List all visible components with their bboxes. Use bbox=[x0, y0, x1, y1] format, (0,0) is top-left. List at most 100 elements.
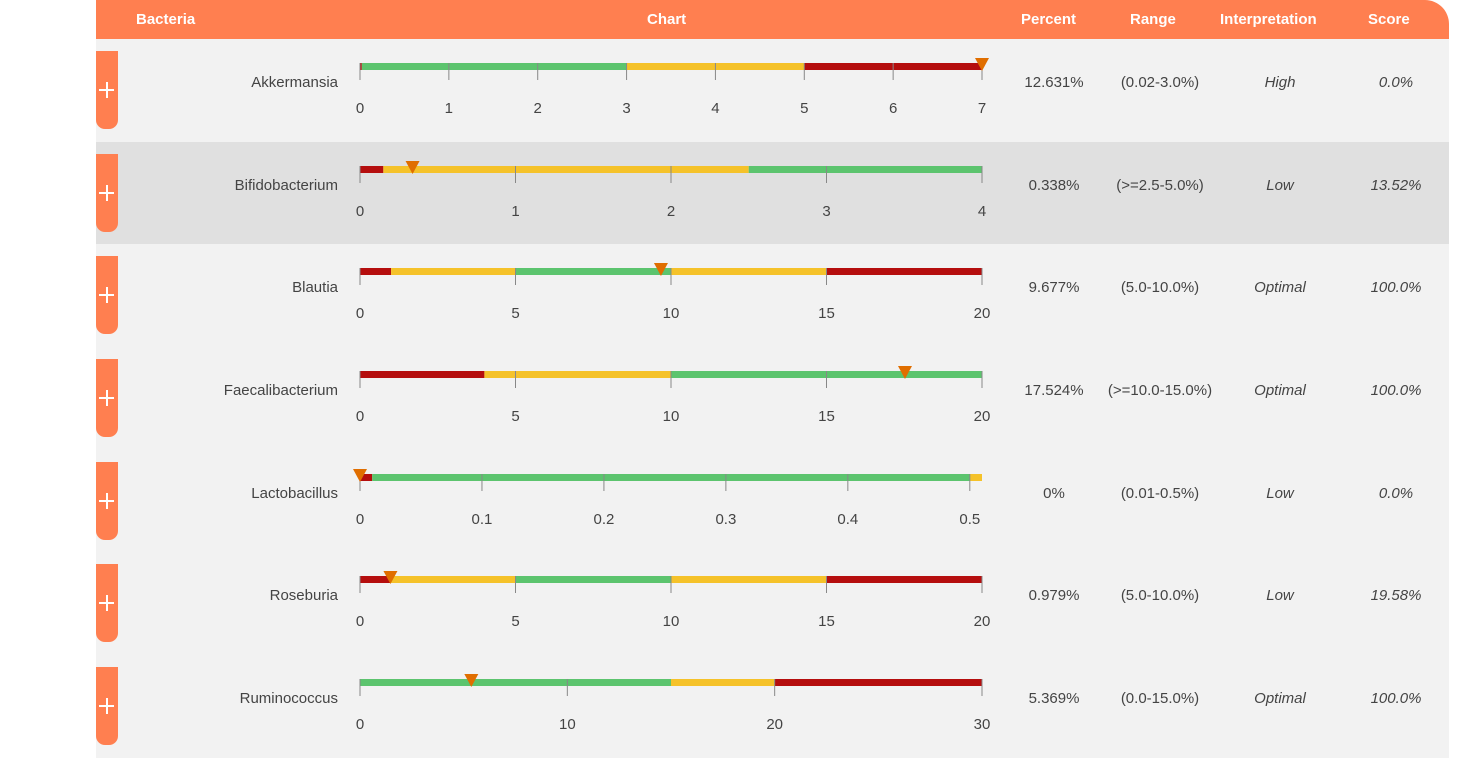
range-value: (5.0-10.0%) bbox=[1120, 279, 1200, 296]
range-value: (>=2.5-5.0%) bbox=[1116, 177, 1204, 194]
table-header: Bacteria Chart Percent Range Interpretat… bbox=[96, 0, 1449, 39]
range-segment-green bbox=[360, 679, 671, 686]
tick-label: 10 bbox=[559, 716, 576, 733]
tick-label: 0 bbox=[356, 100, 364, 117]
tick-label: 15 bbox=[818, 305, 835, 322]
expand-button[interactable] bbox=[96, 154, 118, 232]
table-row: Blautia 0 5 10 15 20 9.677% (5.0-10.0%) Opti… bbox=[96, 244, 1449, 347]
range-segment-green bbox=[372, 474, 970, 481]
tick-label: 20 bbox=[974, 408, 991, 425]
range-value: (0.02-3.0%) bbox=[1120, 74, 1200, 91]
interpretation-value: Optimal bbox=[1254, 382, 1306, 399]
score-value: 100.0% bbox=[1370, 690, 1422, 707]
tick-label: 0.5 bbox=[959, 511, 980, 528]
table-row: Akkermansia 0 1 2 3 4 5 6 7 12.631% (0.02-3.0%)… bbox=[96, 39, 1449, 142]
tick-label: 5 bbox=[511, 408, 519, 425]
tick-label: 0 bbox=[356, 203, 364, 220]
bacteria-name: Lactobacillus bbox=[251, 485, 338, 502]
expand-button[interactable] bbox=[96, 462, 118, 540]
header-chart: Chart bbox=[647, 11, 687, 28]
tick-label: 10 bbox=[663, 408, 680, 425]
tick-label: 0 bbox=[356, 511, 364, 528]
range-chart: 0 10 20 30 bbox=[356, 674, 991, 733]
table-row: Roseburia 0 5 10 15 20 0.979% (5.0-10.0%) Lo… bbox=[96, 552, 1449, 655]
expand-button[interactable] bbox=[96, 564, 118, 642]
header-bacteria: Bacteria bbox=[136, 11, 196, 28]
bacteria-name: Blautia bbox=[292, 279, 338, 296]
score-value: 19.58% bbox=[1370, 587, 1422, 604]
value-marker bbox=[405, 161, 420, 174]
tick-label: 2 bbox=[667, 203, 675, 220]
interpretation-value: Low bbox=[1266, 485, 1294, 502]
tick-label: 30 bbox=[974, 716, 991, 733]
score-value: 100.0% bbox=[1370, 279, 1422, 296]
tick-label: 7 bbox=[978, 100, 986, 117]
score-value: 0.0% bbox=[1378, 74, 1414, 91]
value-marker bbox=[383, 571, 398, 584]
range-segment-red bbox=[360, 63, 362, 70]
interpretation-value: Optimal bbox=[1254, 279, 1306, 296]
tick-label: 0.4 bbox=[837, 511, 858, 528]
range-segment-yellow bbox=[671, 576, 827, 583]
range-segment-yellow bbox=[391, 268, 516, 275]
tick-label: 4 bbox=[711, 100, 719, 117]
range-chart: 0 1 2 3 4 bbox=[356, 161, 986, 220]
tick-label: 3 bbox=[822, 203, 830, 220]
range-segment-green bbox=[361, 63, 627, 70]
range-segment-green bbox=[515, 268, 671, 275]
value-marker bbox=[464, 674, 479, 687]
table-row: Bifidobacterium 0 1 2 3 4 0.338% (>=2.5-5.0%… bbox=[96, 142, 1449, 245]
expand-button[interactable] bbox=[96, 256, 118, 334]
header-interpretation: Interpretation bbox=[1220, 11, 1317, 28]
range-segment-red bbox=[826, 576, 982, 583]
tick-label: 20 bbox=[766, 716, 783, 733]
interpretation-value: High bbox=[1264, 74, 1296, 91]
value-marker bbox=[897, 366, 912, 379]
tick-label: 0.2 bbox=[593, 511, 614, 528]
bacteria-name: Faecalibacterium bbox=[223, 382, 338, 399]
expand-button[interactable] bbox=[96, 359, 118, 437]
range-value: (>=10.0-15.0%) bbox=[1107, 382, 1213, 399]
interpretation-value: Low bbox=[1266, 177, 1294, 194]
tick-label: 0.3 bbox=[715, 511, 736, 528]
score-value: 100.0% bbox=[1370, 382, 1422, 399]
value-marker bbox=[353, 469, 367, 482]
range-chart: 0 0.1 0.2 0.3 0.4 0.5 bbox=[353, 469, 982, 528]
bacteria-name: Ruminococcus bbox=[239, 690, 338, 707]
value-marker bbox=[975, 58, 989, 71]
range-chart: 0 5 10 15 20 bbox=[356, 571, 990, 630]
tick-label: 15 bbox=[818, 613, 835, 630]
interpretation-value: Low bbox=[1266, 587, 1294, 604]
tick-label: 0 bbox=[356, 613, 364, 630]
table-row: Ruminococcus 0 10 20 30 5.369% (0.0-15.0%) … bbox=[96, 655, 1449, 758]
percent-value: 12.631% bbox=[1024, 74, 1084, 91]
tick-label: 5 bbox=[511, 613, 519, 630]
range-segment-red bbox=[360, 371, 485, 378]
tick-label: 5 bbox=[511, 305, 519, 322]
bacteria-name: Bifidobacterium bbox=[234, 177, 338, 194]
bacteria-table: Bacteria Chart Percent Range Interpretat… bbox=[96, 0, 1449, 758]
score-value: 0.0% bbox=[1378, 485, 1414, 502]
tick-label: 3 bbox=[622, 100, 630, 117]
range-segment-yellow bbox=[671, 268, 827, 275]
range-segment-yellow bbox=[484, 371, 671, 378]
range-segment-green bbox=[515, 576, 671, 583]
header-percent: Percent bbox=[1021, 11, 1077, 28]
expand-button[interactable] bbox=[96, 51, 118, 129]
value-marker bbox=[653, 263, 668, 276]
range-segment-red bbox=[826, 268, 982, 275]
range-segment-red bbox=[360, 166, 384, 173]
table-row: Faecalibacterium 0 5 10 15 20 17.524% (>=10.… bbox=[96, 347, 1449, 450]
tick-label: 0.1 bbox=[472, 511, 493, 528]
interpretation-value: Optimal bbox=[1254, 690, 1306, 707]
percent-value: 5.369% bbox=[1028, 690, 1080, 707]
percent-value: 0.979% bbox=[1028, 587, 1080, 604]
tick-label: 0 bbox=[356, 408, 364, 425]
header-range: Range bbox=[1130, 11, 1176, 28]
range-chart: 0 5 10 15 20 bbox=[356, 366, 991, 425]
range-segment-yellow bbox=[391, 576, 516, 583]
expand-button[interactable] bbox=[96, 667, 118, 745]
range-value: (5.0-10.0%) bbox=[1120, 587, 1200, 604]
range-value: (0.0-15.0%) bbox=[1120, 690, 1200, 707]
percent-value: 0.338% bbox=[1028, 177, 1080, 194]
